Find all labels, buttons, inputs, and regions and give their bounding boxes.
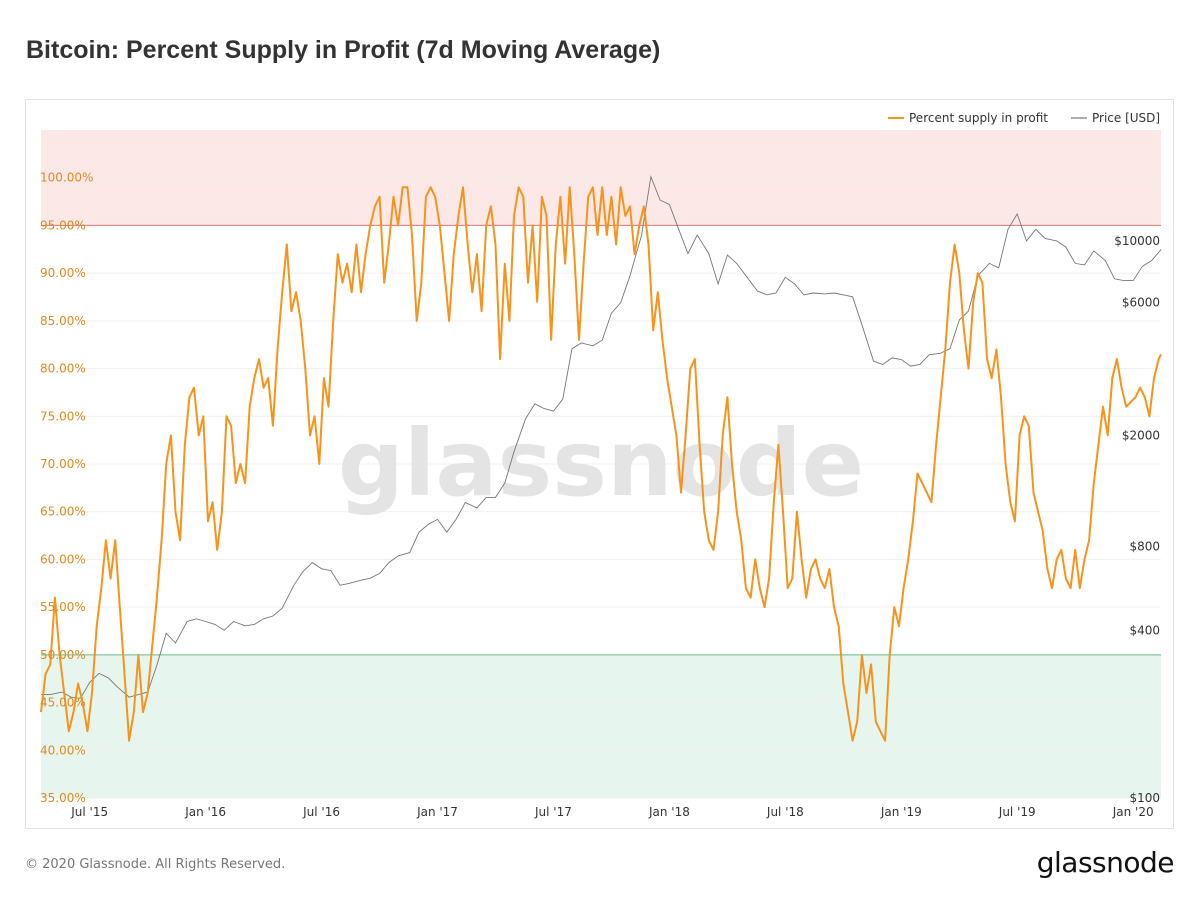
- watermark: glassnode: [338, 410, 864, 517]
- y-tick-label: 70.00%: [40, 457, 86, 471]
- y-tick-label: 35.00%: [40, 791, 86, 805]
- x-tick-label: Jul '15: [70, 805, 108, 819]
- y2-tick-label: $800: [1129, 539, 1160, 553]
- copyright-text: © 2020 Glassnode. All Rights Reserved.: [25, 857, 286, 872]
- x-tick-label: Jan '20: [1112, 805, 1154, 819]
- y2-tick-label: $400: [1129, 623, 1160, 637]
- x-tick-label: Jul '16: [302, 805, 340, 819]
- y-tick-label: 65.00%: [40, 505, 86, 519]
- y-tick-label: 80.00%: [40, 362, 86, 376]
- brand-logo: glassnode: [1036, 846, 1175, 879]
- y-tick-label: 45.00%: [40, 696, 86, 710]
- profit-line: [40, 186, 1162, 742]
- y-tick-label: 90.00%: [40, 266, 86, 280]
- y-tick-label: 40.00%: [40, 743, 86, 757]
- page-title: Bitcoin: Percent Supply in Profit (7d Mo…: [26, 36, 661, 64]
- x-tick-label: Jan '17: [416, 805, 458, 819]
- x-tick-label: Jul '19: [998, 805, 1036, 819]
- x-tick-label: Jul '18: [766, 805, 804, 819]
- x-tick-label: Jan '18: [648, 805, 690, 819]
- y-tick-label: 85.00%: [40, 314, 86, 328]
- y-tick-label: 100.00%: [40, 171, 93, 185]
- y2-tick-label: $10000: [1114, 234, 1160, 248]
- chart-container: glassnode 35.00% 40.00% 45.00% 50.00% 55.00% 6…: [25, 99, 1174, 829]
- chart-svg: glassnode 35.00% 40.00% 45.00% 50.00% 55.00% 6…: [40, 111, 1162, 819]
- y-tick-label: 60.00%: [40, 552, 86, 566]
- y2-tick-label: $6000: [1122, 296, 1160, 310]
- legend-label-profit: Percent supply in profit: [909, 111, 1048, 125]
- x-tick-label: Jul '17: [534, 805, 572, 819]
- x-tick-label: Jan '19: [880, 805, 922, 819]
- y-tick-label: 95.00%: [40, 218, 86, 232]
- zone-undervalued: [41, 654, 1161, 798]
- y2-tick-label: $2000: [1122, 429, 1160, 443]
- y-tick-label: 50.00%: [40, 648, 86, 662]
- legend-label-price: Price [USD]: [1092, 111, 1160, 125]
- x-tick-label: Jan '16: [184, 805, 226, 819]
- y-tick-label: 75.00%: [40, 409, 86, 423]
- y-tick-label: 55.00%: [40, 600, 86, 614]
- y2-tick-label: $100: [1129, 791, 1160, 805]
